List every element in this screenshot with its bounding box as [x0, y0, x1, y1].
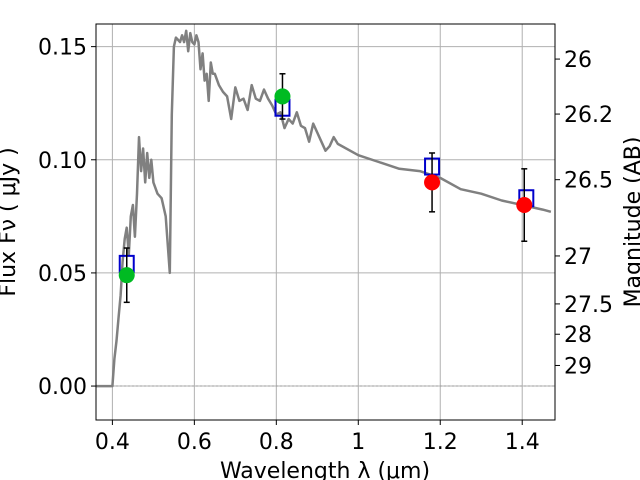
observed-flux-point — [274, 88, 291, 105]
right-tick-label: 29 — [564, 354, 592, 379]
x-axis-ticks: 0.4 0.6 0.8 1 1.2 1.4 — [95, 420, 540, 455]
right-tick-label: 26 — [564, 48, 592, 73]
y-tick-label: 0.10 — [38, 149, 87, 174]
x-tick-label: 0.4 — [95, 430, 130, 455]
observed-flux-point — [118, 267, 135, 284]
spectrum-line — [96, 29, 552, 388]
x-axis-label: Wavelength λ (μm) — [220, 459, 430, 480]
grid-lines — [96, 24, 555, 420]
x-tick-label: 0.6 — [177, 430, 212, 455]
y-tick-label: 0.00 — [38, 375, 87, 400]
right-tick-label: 27 — [564, 245, 592, 270]
y-tick-label: 0.15 — [38, 36, 87, 61]
right-tick-label: 26.5 — [564, 169, 613, 194]
x-tick-label: 0.8 — [259, 430, 294, 455]
right-axis-label: Magnitude (AB) — [621, 137, 640, 308]
x-tick-label: 1.4 — [505, 430, 540, 455]
x-tick-label: 1.2 — [423, 430, 458, 455]
y-axis-ticks: 0.00 0.05 0.10 0.15 — [38, 36, 96, 400]
y-tick-label: 0.05 — [38, 262, 87, 287]
x-tick-label: 1 — [351, 430, 365, 455]
observed-flux-point — [516, 197, 533, 214]
right-axis-ticks: 26 26.2 26.5 27 27.5 28 29 — [555, 48, 613, 379]
right-tick-label: 26.2 — [564, 103, 613, 128]
right-tick-label: 28 — [564, 323, 592, 348]
series-layer — [96, 29, 552, 388]
right-tick-label: 27.5 — [564, 293, 613, 318]
y-axis-label: Flux Fν ( μJy ) — [0, 147, 21, 296]
plot-frame — [95, 23, 556, 421]
observed-flux-point — [424, 174, 441, 191]
